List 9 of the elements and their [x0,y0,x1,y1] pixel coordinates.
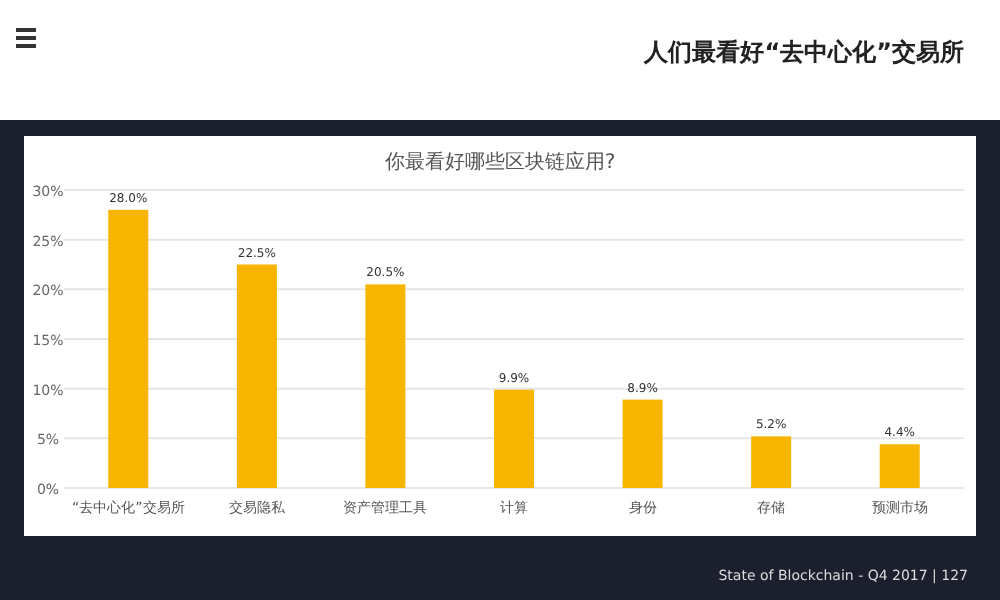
bar [494,389,534,488]
bar [879,444,920,488]
bar [751,436,792,488]
chart-subtitle: 你最看好哪些区块链应用? [384,150,616,174]
bar [108,209,149,488]
bar [622,399,663,488]
bar [236,264,277,488]
chart-title: 人们最看好“去中心化”交易所 [642,38,964,66]
bar [365,284,406,488]
